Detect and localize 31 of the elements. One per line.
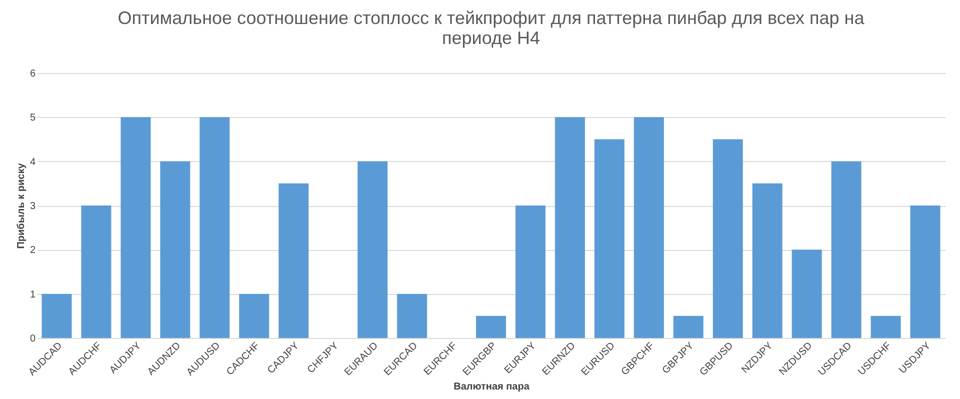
y-tick-label: 3 [30, 201, 36, 212]
bar [752, 183, 782, 338]
bar [712, 139, 743, 338]
y-tick-label: 0 [30, 334, 36, 344]
y-tick-label: 6 [30, 68, 36, 80]
bar [358, 161, 388, 338]
y-tick-label: 1 [30, 289, 36, 300]
bar [42, 294, 72, 338]
bar [200, 117, 230, 338]
y-tick-label: 2 [30, 245, 36, 256]
bar [870, 316, 901, 338]
bar [476, 316, 506, 338]
bar [831, 161, 862, 338]
bar [634, 117, 664, 338]
bar [160, 161, 190, 338]
x-axis-title: Валютная пара [454, 381, 530, 392]
bar [120, 117, 151, 338]
y-tick-label: 4 [30, 156, 36, 168]
bar [239, 294, 270, 338]
bar [910, 206, 940, 338]
y-axis-title: Прибыль к риску [16, 162, 27, 249]
bar [673, 316, 704, 338]
chart-title: Оптимальное соотношение стоплосс к тейкпрофит для паттерна пинбар для всех пар на периоде H4 [118, 8, 866, 48]
bar [278, 183, 309, 338]
bar [81, 206, 112, 338]
bar [397, 294, 428, 338]
bar [554, 117, 585, 338]
y-tick-label: 5 [30, 112, 36, 124]
bar [792, 250, 822, 338]
bar [515, 206, 546, 338]
bar [594, 139, 624, 338]
